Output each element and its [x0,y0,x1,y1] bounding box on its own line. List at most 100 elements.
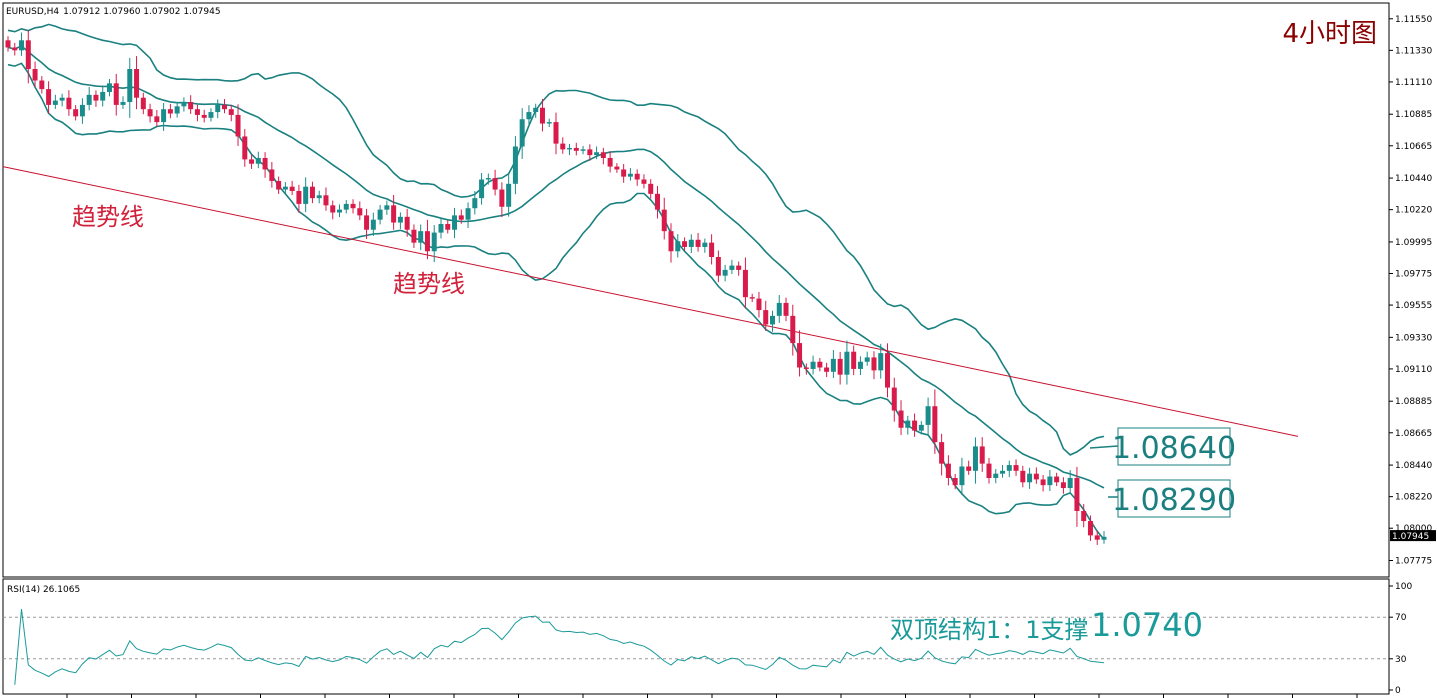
candle-body-bull [857,361,863,369]
candle-body-bear [539,107,545,124]
price-tick-label: 1.10885 [1395,110,1432,120]
candle-body-bull [506,183,512,207]
candle-body-bear [411,229,417,243]
candle-body-bear [695,239,701,247]
candle-body-bull [418,231,424,243]
candle-body-bull [925,406,931,425]
candle-body-bear [763,310,769,325]
candle-body-bull [844,351,850,375]
candle-body-bull [59,97,65,101]
candle-body-bull [208,112,214,118]
candle-body-bear [783,302,789,316]
candle-body-bear [154,116,160,123]
candle-body-bear [756,298,762,311]
candle-body-bull [688,239,694,247]
candle-body-bull [370,219,376,230]
candle-body-bear [357,208,363,216]
candle-body-bull [905,420,911,428]
level-lower-value: 1.08290 [1112,483,1236,518]
candlesticks [5,30,1107,545]
price-tick-label: 1.11110 [1395,78,1432,88]
price-tick-label: 1.08885 [1395,397,1432,407]
candle-body-bull [431,232,437,252]
candle-body-bull [959,466,965,486]
candle-body-bull [810,361,816,369]
candle-body-bull [722,269,728,276]
price-tick-label: 1.09555 [1395,301,1432,311]
candle-body-bear [966,466,972,471]
price-tick-label: 1.10440 [1395,174,1432,184]
candle-body-bear [932,406,938,443]
timeframe-title: 4小时图 [1282,19,1377,49]
candle-body-bear [12,47,18,51]
candle-body-bull [100,91,106,101]
candle-body-bear [1094,535,1100,540]
price-tick-label: 1.11550 [1395,15,1432,25]
candle-body-bear [188,102,194,110]
candle-body-bear [194,109,200,115]
price-tick-label: 1.09775 [1395,269,1432,279]
price-tick-label: 1.08440 [1395,461,1432,471]
candle-body-bear [32,69,38,81]
rsi-label: RSI(14) 26.1065 [7,585,80,595]
candle-body-bear [790,315,796,344]
candle-body-bull [1000,470,1006,474]
time-axis [66,694,1358,698]
candle-body-bear [1074,477,1080,511]
candle-body-bear [898,410,904,428]
candle-body-bear [1060,482,1066,489]
candle-body-bear [445,223,451,230]
candle-body-bear [891,387,897,411]
candle-body-bear [228,109,234,115]
rsi-tick-label: 0 [1395,686,1401,696]
candle-body-bear [201,114,207,118]
price-tick-label: 1.07775 [1395,556,1432,566]
bollinger-upper [7,23,1105,456]
candle-body-bull [215,104,221,113]
main-pane-frame [2,2,1390,578]
candle-body-bear [621,169,627,177]
candle-body-bull [174,106,180,114]
candle-body-bear [715,256,721,276]
candle-body-bull [519,119,525,147]
candle-body-bear [837,358,843,375]
candle-body-bear [276,180,282,190]
rsi-tick-label: 100 [1395,582,1412,592]
candle-body-bear [113,83,119,105]
candle-body-bull [181,102,187,107]
candle-body-bear [1013,465,1019,471]
candle-body-bear [66,97,72,110]
candle-body-bear [140,97,146,110]
candle-body-bear [289,186,295,191]
candle-body-bull [377,209,383,220]
candle-body-bull [769,315,775,325]
candle-body-bear [1087,521,1093,536]
candle-body-bear [5,40,11,48]
candle-body-bear [614,166,620,170]
candle-body-bear [668,231,674,252]
candle-body-bull [512,146,518,184]
candle-body-bear [499,189,505,207]
candle-body-bear [1040,479,1046,486]
candle-body-bull [533,107,539,113]
level-box-lower [1117,479,1231,518]
price-tick-label: 1.09110 [1395,365,1432,375]
candle-body-bull [627,173,633,177]
candle-body-bear [404,216,410,230]
rsi-levels [3,616,1389,660]
candle-body-bull [465,208,471,220]
level-connector-middle [1089,445,1119,449]
candle-body-bear [73,109,79,117]
candle-body-bear [952,477,958,486]
candle-body-bull [1101,536,1107,540]
candle-body-bear [391,205,397,223]
candle-body-bear [249,159,255,164]
price-tick-label: 1.11330 [1395,46,1432,56]
candle-body-bull [472,198,478,209]
candle-body-bull [397,216,403,223]
candle-body-bull [567,147,573,150]
candle-body-bear [242,136,248,160]
candle-body-bear [46,89,52,105]
candle-body-bull [918,424,924,431]
